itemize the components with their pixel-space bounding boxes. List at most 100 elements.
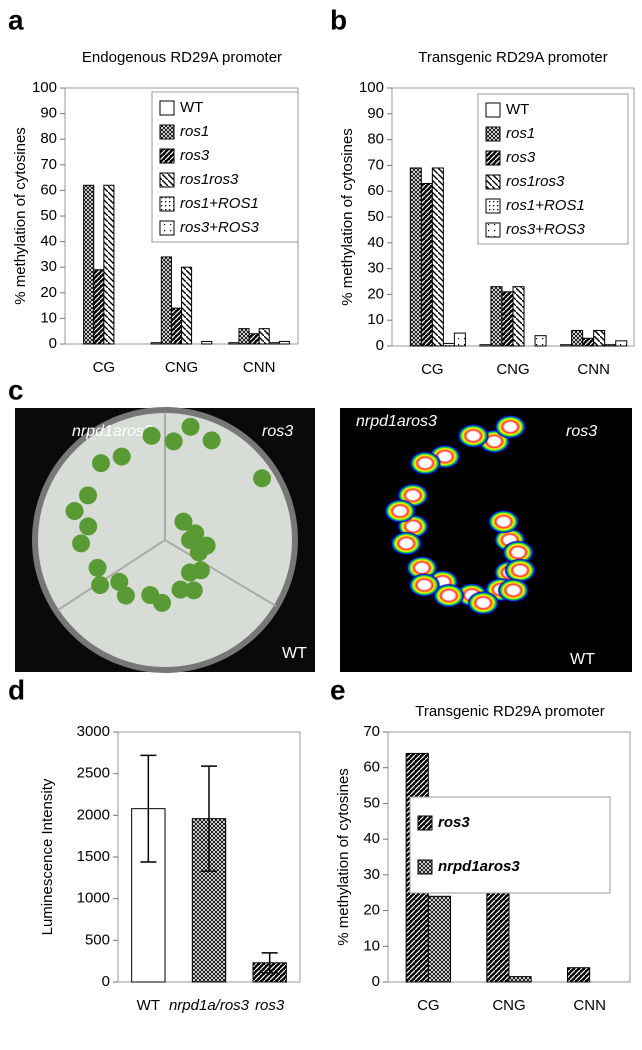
y-tick-label: 60 (363, 759, 380, 776)
y-tick-label: 20 (40, 284, 57, 301)
bar (508, 976, 532, 983)
bar (512, 286, 525, 347)
bar (420, 182, 433, 347)
bar (258, 328, 270, 345)
legend (409, 796, 611, 894)
legend (151, 91, 299, 243)
y-axis-label: % methylation of cytosines (12, 127, 29, 305)
x-tick-label: CNN (243, 359, 276, 376)
x-tick-label: CNN (577, 361, 610, 378)
bar (170, 307, 183, 345)
y-tick-label: 70 (363, 723, 380, 740)
y-tick-label: 60 (367, 182, 384, 199)
panel-label: d (8, 674, 25, 705)
legend-label: WT (180, 99, 203, 116)
bar (431, 167, 444, 347)
bar (442, 342, 455, 347)
bar (201, 340, 213, 345)
divider (57, 412, 277, 611)
legend-label: ros3 (438, 814, 470, 831)
x-tick-label: CNG (492, 997, 525, 1014)
legend-label: ros3 (180, 147, 210, 164)
seedling (202, 431, 221, 450)
luminescence (409, 451, 442, 476)
bar (486, 885, 510, 983)
y-tick-label: 70 (40, 156, 57, 173)
chart-title: Transgenic RD29A promoter (415, 703, 605, 720)
error-bar (261, 952, 278, 974)
seedling (65, 502, 84, 521)
y-tick-label: 40 (363, 830, 380, 847)
seedling (91, 576, 110, 595)
bar (534, 335, 547, 347)
legend-label: ros1+ROS1 (506, 197, 585, 214)
legend-swatch (159, 148, 175, 164)
seedling (164, 432, 183, 451)
x-tick-label: nrpd1a/ros3 (169, 997, 250, 1014)
bar (479, 344, 492, 347)
photo-label: ros3 (566, 423, 597, 440)
bar (83, 184, 95, 345)
photo-label: WT (282, 645, 307, 662)
y-tick-label: 30 (363, 866, 380, 883)
photo (340, 408, 632, 672)
bar (566, 967, 591, 983)
seedling (174, 512, 193, 531)
seedling (181, 417, 200, 436)
legend-label: ros1+ROS1 (180, 195, 259, 212)
y-tick-label: 30 (40, 258, 57, 275)
seedling (91, 454, 110, 473)
photo-label: ros3 (262, 423, 293, 440)
legend-swatch (485, 174, 501, 190)
panel-label: a (8, 4, 24, 35)
y-tick-label: 50 (367, 208, 384, 225)
bar (268, 342, 280, 345)
bar (150, 342, 162, 345)
y-tick-label: 0 (49, 335, 57, 352)
seedling (72, 534, 91, 553)
y-tick-label: 0 (102, 973, 110, 990)
legend-swatch (159, 172, 175, 188)
seedling (88, 558, 107, 577)
y-tick-label: 2000 (77, 806, 110, 823)
legend-label: WT (506, 101, 529, 118)
x-tick-label: WT (137, 997, 160, 1014)
legend-swatch (417, 859, 433, 875)
luminescence (502, 540, 535, 565)
legend-label: ros1 (506, 125, 535, 142)
y-tick-label: 20 (367, 285, 384, 302)
legend-swatch (159, 220, 175, 236)
bar (238, 328, 250, 345)
legend-label: ros3+ROS3 (506, 221, 585, 238)
luminescence (467, 590, 500, 615)
seedling (153, 593, 172, 612)
x-tick-label: CNG (496, 361, 529, 378)
seedling (186, 524, 205, 543)
luminescence (497, 578, 530, 603)
y-tick-label: 40 (40, 233, 57, 250)
seedling (253, 469, 272, 488)
y-tick-label: 80 (40, 130, 57, 147)
y-tick-label: 0 (372, 973, 380, 990)
y-tick-label: 500 (85, 931, 110, 948)
x-tick-label: CNN (573, 997, 606, 1014)
y-tick-label: 50 (363, 794, 380, 811)
legend-swatch (485, 126, 501, 142)
bar (103, 184, 115, 345)
luminescence (494, 414, 527, 439)
chart-title: Endogenous RD29A promoter (82, 49, 282, 66)
legend-swatch (159, 124, 175, 140)
bar (582, 337, 595, 347)
error-bar (201, 765, 217, 872)
x-tick-label: CG (421, 361, 444, 378)
seedling (142, 426, 161, 445)
y-tick-label: 30 (367, 260, 384, 277)
seedling (171, 580, 190, 599)
chart-title: Transgenic RD29A promoter (418, 49, 608, 66)
seedling (79, 517, 98, 536)
seedling (110, 572, 129, 591)
bar (181, 266, 193, 345)
x-tick-label: CG (93, 359, 116, 376)
bar (604, 344, 617, 347)
seedling (197, 536, 216, 555)
